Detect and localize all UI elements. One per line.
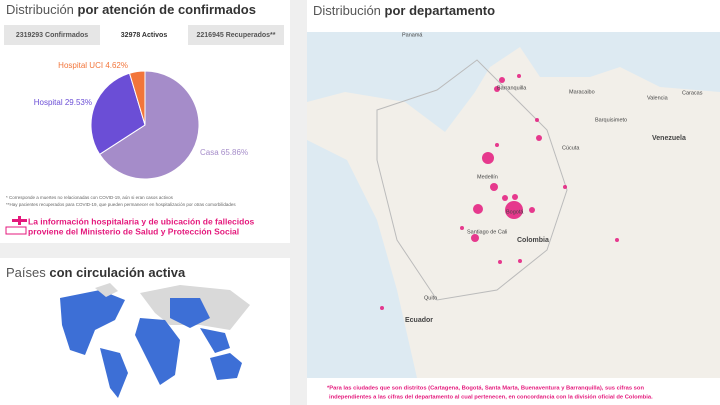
medical-icon bbox=[12, 216, 27, 225]
place-label: Cúcuta bbox=[562, 145, 580, 151]
bed-icon bbox=[5, 226, 27, 235]
slice-value: 65.86% bbox=[221, 148, 248, 157]
title-light: Países bbox=[6, 265, 46, 280]
tab[interactable]: 2216945 Recuperados** bbox=[197, 32, 276, 39]
colombia-border bbox=[376, 59, 568, 301]
title-light: Distribución bbox=[6, 2, 74, 17]
place-label: Maracaibo bbox=[569, 89, 595, 95]
place-label: Panamá bbox=[402, 32, 423, 38]
place-label: Venezuela bbox=[652, 135, 686, 142]
map-card: Distribución por departamento *Para las … bbox=[307, 0, 720, 405]
world-map bbox=[60, 283, 250, 398]
pacific bbox=[307, 140, 417, 378]
pie-slice bbox=[90, 72, 146, 156]
care-panel: Distribución por atención de confirmados… bbox=[4, 2, 284, 236]
slice-value: 4.62% bbox=[105, 61, 128, 70]
countries-panel: Países con circulación activa bbox=[6, 265, 250, 398]
pie-slice bbox=[128, 70, 146, 126]
source-message: proviene del Ministerio de Salud y Prote… bbox=[28, 226, 239, 236]
place-label: Quito bbox=[424, 295, 437, 301]
place-label: Colombia bbox=[517, 237, 549, 244]
place-label: Caracas bbox=[682, 90, 703, 96]
slice-label: Hospital UCI 4.62% bbox=[58, 61, 128, 70]
title-bold: con circulación activa bbox=[49, 265, 186, 280]
place-label: Barquisimeto bbox=[595, 117, 627, 123]
slice-label: Hospital 29.53% bbox=[34, 98, 92, 107]
title-bold: por departamento bbox=[385, 3, 496, 18]
case-bubbles bbox=[380, 74, 619, 310]
sea bbox=[307, 32, 720, 132]
source-message: La información hospitalaria y de ubicaci… bbox=[28, 216, 255, 226]
card-title: Distribución por departamento bbox=[313, 3, 495, 18]
slice-label: Casa 65.86% bbox=[200, 148, 248, 157]
countries-card: Países con circulación activa bbox=[0, 258, 290, 405]
title-light: Distribución bbox=[313, 3, 381, 18]
place-label: Medellín bbox=[477, 174, 498, 180]
slice-category: Hospital bbox=[34, 98, 63, 107]
slice-category: Casa bbox=[200, 148, 219, 157]
care-card: Distribución por atención de confirmados… bbox=[0, 0, 290, 243]
note: * Corresponde a muertes no relacionadas … bbox=[6, 195, 174, 200]
card-title: Países con circulación activa bbox=[6, 265, 186, 280]
map-panel: Distribución por departamento *Para las … bbox=[307, 3, 720, 401]
title-bold: por atención de confirmados bbox=[78, 2, 256, 17]
note: **Hay pacientes recuperados para COVID-1… bbox=[6, 202, 236, 207]
place-label: Bogotá bbox=[506, 209, 524, 215]
footnote: *Para las ciudades que son distritos (Ca… bbox=[327, 386, 644, 392]
pie-slice bbox=[98, 70, 200, 180]
place-label: Ecuador bbox=[405, 317, 433, 324]
footnote: independientes a las cifras del departam… bbox=[329, 395, 653, 401]
tab[interactable]: 32978 Activos bbox=[121, 32, 168, 39]
tab-active bbox=[100, 25, 188, 45]
card-title: Distribución por atención de confirmados bbox=[6, 2, 256, 17]
tab[interactable]: 2319293 Confirmados bbox=[16, 32, 88, 39]
place-label: Santiago de Cali bbox=[467, 229, 507, 235]
slice-value: 29.53% bbox=[65, 98, 92, 107]
place-label: Valencia bbox=[647, 95, 669, 101]
slice-category: Hospital UCI bbox=[58, 61, 103, 70]
place-label: Barranquilla bbox=[497, 85, 527, 91]
